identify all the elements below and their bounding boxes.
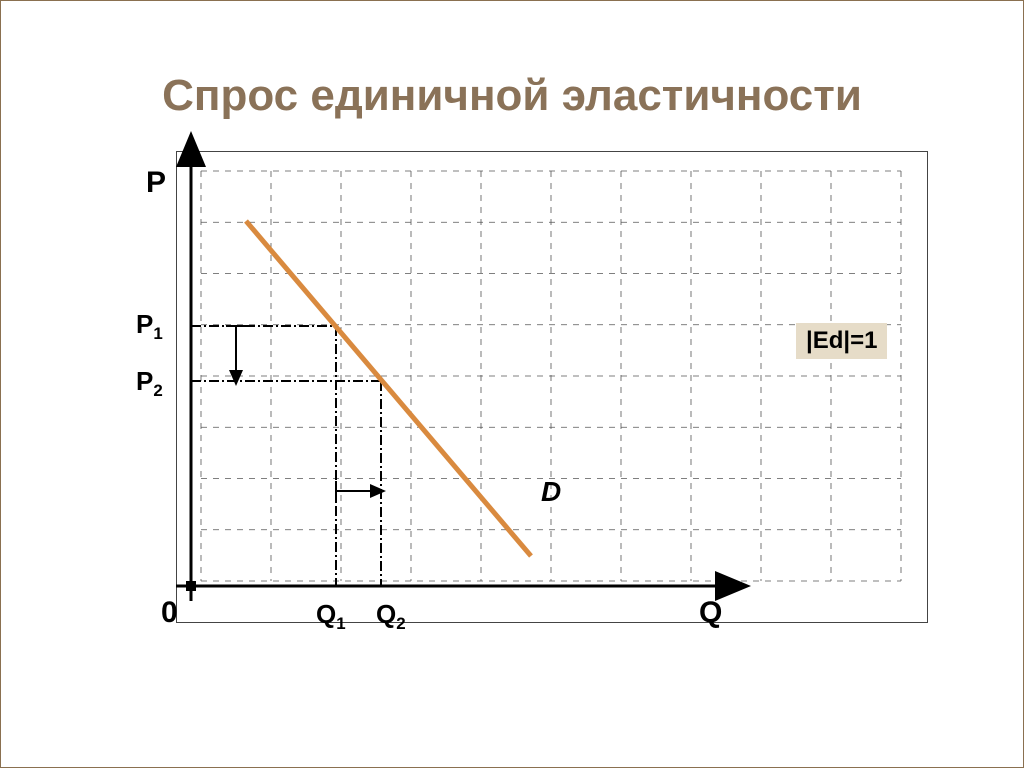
q-axis-label: Q: [699, 596, 722, 630]
demand-line: [246, 221, 531, 556]
origin-label: 0: [161, 596, 178, 630]
origin-dot: [186, 581, 196, 591]
p-axis-label: P: [146, 166, 166, 200]
q2-label: Q2: [376, 599, 406, 634]
p2-label: P2: [136, 366, 163, 401]
q1-label: Q1: [316, 599, 346, 634]
elasticity-formula: |Ed|=1: [796, 323, 887, 359]
p1-label: P1: [136, 309, 163, 344]
demand-curve-label: D: [541, 476, 561, 508]
grid: [201, 171, 901, 581]
